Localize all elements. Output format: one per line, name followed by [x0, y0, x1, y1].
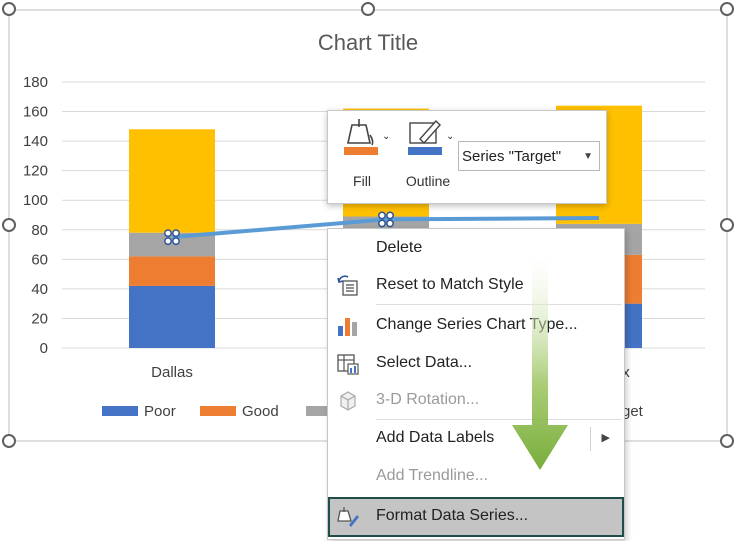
- selection-dot: [378, 219, 386, 228]
- menu-item-delete[interactable]: Delete: [328, 231, 624, 267]
- resize-handle-middle-right[interactable]: [720, 218, 734, 232]
- resize-handle-top-right[interactable]: [720, 2, 734, 16]
- mini-toolbar: ⌄ Fill ⌄ Outline Series "Target" ▼: [327, 110, 607, 204]
- x-tick-label: x: [622, 364, 630, 381]
- x-axis: Dallas x: [151, 364, 630, 381]
- y-tick-label: 180: [23, 74, 48, 91]
- legend-swatch: [200, 406, 236, 416]
- bar-segment[interactable]: [129, 285, 215, 348]
- menu-item-label: Select Data...: [376, 354, 473, 371]
- y-tick-label: 140: [23, 133, 48, 150]
- pen-outline-icon: [408, 119, 442, 155]
- chevron-down-icon[interactable]: ⌄: [446, 131, 455, 142]
- resize-handle-top-left[interactable]: [2, 2, 16, 16]
- legend[interactable]: Poor Good get: [102, 403, 644, 420]
- legend-entry[interactable]: Good: [200, 403, 279, 420]
- selected-point-marker[interactable]: [164, 229, 180, 246]
- menu-separator: [376, 419, 622, 420]
- resize-handle-middle-left[interactable]: [2, 218, 16, 232]
- menu-item-label: Reset to Match Style: [376, 276, 524, 293]
- bar-segment[interactable]: [129, 256, 215, 286]
- chart-type-icon: [338, 318, 357, 336]
- bar-segment[interactable]: [129, 232, 215, 257]
- menu-item-label: Add Trendline...: [376, 467, 489, 484]
- y-tick-label: 160: [23, 104, 48, 121]
- bar-segment[interactable]: [129, 129, 215, 233]
- y-tick-label: 20: [31, 310, 48, 327]
- target-line-series[interactable]: [164, 211, 600, 246]
- legend-label: Good: [242, 403, 279, 420]
- target-line[interactable]: [171, 215, 600, 240]
- menu-item-reset-style[interactable]: Reset to Match Style: [328, 268, 624, 304]
- y-tick-label: 80: [31, 222, 48, 239]
- fill-label: Fill: [353, 173, 371, 189]
- legend-label: Poor: [144, 403, 176, 420]
- resize-handle-bottom-right[interactable]: [720, 434, 734, 448]
- submenu-divider: [590, 427, 591, 451]
- menu-item-label: 3-D Rotation...: [376, 391, 480, 408]
- menu-item-3d-rotation: 3-D Rotation...: [328, 383, 624, 419]
- rotation-cube-icon: [340, 391, 356, 411]
- selection-dot: [386, 219, 394, 228]
- selection-dot: [164, 229, 172, 238]
- chevron-down-icon[interactable]: ⌄: [382, 131, 391, 142]
- menu-separator: [376, 304, 622, 305]
- selection-dot: [172, 237, 180, 246]
- menu-item-add-trendline: Add Trendline...: [328, 459, 624, 495]
- legend-entry[interactable]: Poor: [102, 403, 176, 420]
- paint-bucket-icon: [344, 119, 378, 155]
- select-data-icon: [337, 354, 359, 375]
- y-tick-label: 0: [40, 340, 48, 357]
- legend-swatch: [306, 406, 342, 416]
- context-menu: Delete Reset to Match Style Change Serie…: [327, 228, 625, 540]
- y-axis: 0 20 40 60 80 100 120 140 160 180: [23, 74, 48, 357]
- menu-item-change-chart-type[interactable]: Change Series Chart Type...: [328, 308, 624, 344]
- y-tick-label: 40: [31, 281, 48, 298]
- legend-swatch: [102, 406, 138, 416]
- y-tick-label: 60: [31, 251, 48, 268]
- selected-point-marker[interactable]: [378, 211, 394, 228]
- menu-item-select-data[interactable]: Select Data...: [328, 346, 624, 382]
- fill-button[interactable]: ⌄ Fill: [334, 117, 394, 197]
- y-tick-label: 100: [23, 192, 48, 209]
- series-dropdown[interactable]: Series "Target" ▼: [458, 141, 600, 171]
- x-tick-label: Dallas: [151, 364, 193, 381]
- menu-item-label: Change Series Chart Type...: [376, 316, 578, 333]
- y-tick-label: 120: [23, 163, 48, 180]
- resize-handle-bottom-left[interactable]: [2, 434, 16, 448]
- resize-handle-top-middle[interactable]: [361, 2, 375, 16]
- menu-item-label: Delete: [376, 239, 423, 256]
- format-series-icon: [337, 507, 359, 527]
- selection-dot: [378, 211, 386, 220]
- green-arrow-annotation: [512, 255, 568, 470]
- submenu-arrow-icon[interactable]: ▶: [601, 432, 610, 444]
- selection-dot: [386, 211, 394, 220]
- menu-item-add-data-labels[interactable]: Add Data Labels ▶: [328, 421, 624, 457]
- legend-label: get: [622, 403, 644, 420]
- menu-item-label: Add Data Labels: [376, 429, 495, 446]
- selection-dot: [172, 229, 180, 238]
- outline-button[interactable]: ⌄ Outline: [398, 117, 458, 197]
- legend-entry[interactable]: [306, 406, 342, 416]
- selection-dot: [164, 237, 172, 246]
- chart-title[interactable]: Chart Title: [318, 30, 418, 55]
- outline-label: Outline: [405, 173, 451, 189]
- dropdown-arrow-icon: ▼: [583, 151, 593, 162]
- menu-item-label: Format Data Series...: [376, 507, 529, 524]
- reset-style-icon: [337, 275, 358, 296]
- menu-item-format-data-series[interactable]: Format Data Series...: [328, 497, 624, 537]
- series-dropdown-value: Series "Target": [462, 148, 562, 165]
